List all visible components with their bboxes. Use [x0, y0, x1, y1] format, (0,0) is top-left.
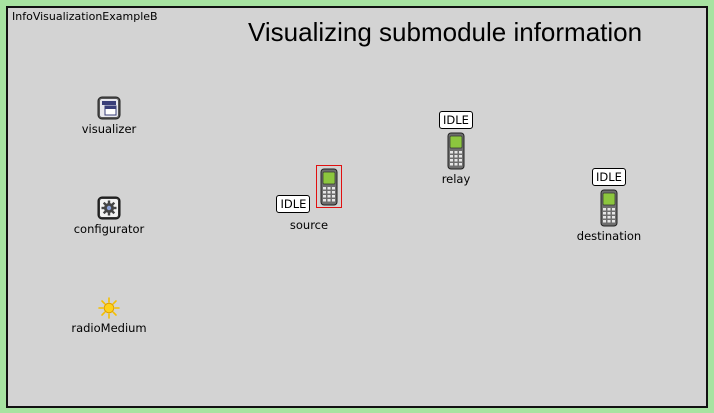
configurator-label: configurator [73, 222, 145, 236]
visualizer-module[interactable]: visualizer [49, 96, 169, 136]
source-label: source [289, 218, 329, 232]
source-status-badge: IDLE [276, 195, 311, 213]
network-name: InfoVisualizationExampleB [12, 10, 158, 23]
gear-icon [97, 196, 121, 220]
page-title: Visualizing submodule information [248, 17, 643, 47]
sun-icon [98, 297, 120, 319]
relay-label: relay [441, 172, 471, 186]
visualizer-label: visualizer [81, 122, 137, 136]
cellphone-icon [447, 132, 465, 170]
radiomedium-module[interactable]: radioMedium [49, 297, 169, 335]
radiomedium-label: radioMedium [71, 321, 147, 335]
destination-module[interactable]: IDLE destination [549, 166, 669, 243]
window-icon [97, 96, 121, 120]
source-module[interactable]: IDLE source [249, 165, 369, 232]
destination-label: destination [576, 229, 642, 243]
cellphone-icon [320, 168, 337, 206]
network-canvas[interactable]: InfoVisualizationExampleB Visualizing su… [6, 6, 708, 408]
cellphone-icon [600, 189, 618, 227]
destination-status-badge: IDLE [592, 168, 626, 186]
configurator-module[interactable]: configurator [49, 196, 169, 236]
relay-status-badge: IDLE [439, 111, 473, 129]
selection-box [315, 165, 342, 208]
relay-module[interactable]: IDLE relay [396, 109, 516, 186]
